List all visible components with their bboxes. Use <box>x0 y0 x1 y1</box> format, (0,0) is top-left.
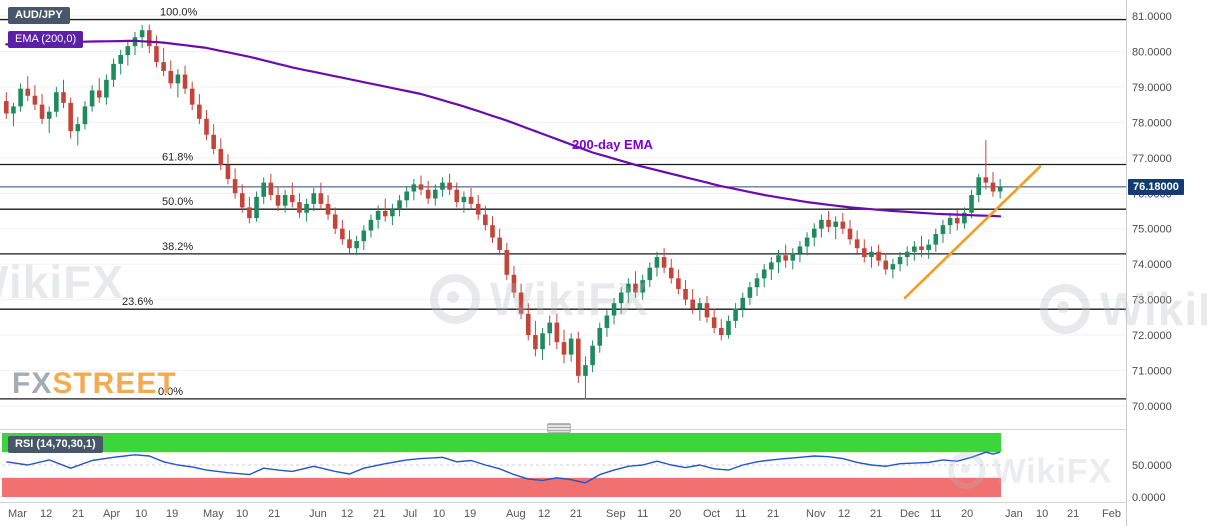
svg-text:77.0000: 77.0000 <box>1132 153 1172 165</box>
svg-text:Oct: Oct <box>703 508 720 520</box>
svg-text:21: 21 <box>870 508 882 520</box>
svg-text:71.0000: 71.0000 <box>1132 366 1172 378</box>
svg-text:Jun: Jun <box>309 508 327 520</box>
rsi-panel <box>2 433 1001 497</box>
candles-layer <box>4 24 1003 400</box>
svg-text:23.6%: 23.6% <box>122 296 153 308</box>
svg-text:Apr: Apr <box>103 508 120 520</box>
time-axis-labels: Mar 12 21 Apr 10 19 May 10 21 Jun 12 21 Jul 10 19 Aug 12… <box>8 508 1121 520</box>
svg-text:Mar: Mar <box>8 508 27 520</box>
svg-text:20: 20 <box>961 508 973 520</box>
svg-text:Nov: Nov <box>806 508 826 520</box>
ema-line <box>5 39 1002 218</box>
svg-text:78.0000: 78.0000 <box>1132 117 1172 129</box>
svg-text:May: May <box>203 508 224 520</box>
svg-text:10: 10 <box>236 508 248 520</box>
svg-text:79.0000: 79.0000 <box>1132 82 1172 94</box>
rsi-indicator-badge[interactable]: RSI (14,70,30,1) <box>8 436 103 453</box>
svg-text:21: 21 <box>72 508 84 520</box>
svg-text:73.0000: 73.0000 <box>1132 295 1172 307</box>
svg-text:0.0000: 0.0000 <box>1132 492 1166 504</box>
fxstreet-logo: FXSTREET <box>12 367 177 401</box>
svg-text:11: 11 <box>637 508 648 520</box>
price-gridlines <box>0 15 1126 407</box>
price-axis-labels: 81.000080.000079.000078.000077.000076.00… <box>1132 11 1172 413</box>
panel-splitter-handle[interactable] <box>547 423 571 433</box>
svg-text:21: 21 <box>570 508 582 520</box>
svg-text:38.2%: 38.2% <box>162 241 193 253</box>
svg-text:100.0%: 100.0% <box>160 7 198 19</box>
svg-text:Feb: Feb <box>1102 508 1121 520</box>
svg-text:11: 11 <box>735 508 746 520</box>
rsi-axis-labels: 50.0000 0.0000 <box>1132 460 1172 504</box>
svg-text:61.8%: 61.8% <box>162 152 193 164</box>
svg-text:12: 12 <box>341 508 353 520</box>
svg-text:21: 21 <box>268 508 280 520</box>
svg-text:Jul: Jul <box>403 508 417 520</box>
ema-annotation-label: 200-day EMA <box>572 137 653 152</box>
ema-indicator-badge[interactable]: EMA (200,0) <box>8 31 84 48</box>
svg-text:50.0000: 50.0000 <box>1132 460 1172 472</box>
fxstreet-logo-street: STREET <box>52 367 177 400</box>
current-price-badge: 76.18000 <box>1128 179 1184 195</box>
svg-text:72.0000: 72.0000 <box>1132 330 1172 342</box>
svg-text:10: 10 <box>433 508 445 520</box>
svg-text:74.0000: 74.0000 <box>1132 259 1172 271</box>
svg-text:75.0000: 75.0000 <box>1132 224 1172 236</box>
svg-text:10: 10 <box>1036 508 1048 520</box>
svg-text:0.0%: 0.0% <box>158 386 183 398</box>
fxstreet-logo-fx: FX <box>12 367 53 400</box>
svg-text:70.0000: 70.0000 <box>1132 401 1172 413</box>
svg-text:81.0000: 81.0000 <box>1132 11 1172 23</box>
svg-text:Sep: Sep <box>606 508 626 520</box>
svg-text:19: 19 <box>166 508 178 520</box>
fibonacci-levels: 100.0% 61.8% 50.0% 38.2% 23.6% 0.0% <box>0 7 1126 400</box>
svg-text:21: 21 <box>373 508 385 520</box>
svg-text:12: 12 <box>538 508 550 520</box>
svg-text:11: 11 <box>930 508 941 520</box>
svg-text:19: 19 <box>464 508 476 520</box>
svg-text:80.0000: 80.0000 <box>1132 46 1172 58</box>
svg-text:10: 10 <box>135 508 147 520</box>
svg-text:20: 20 <box>669 508 681 520</box>
trendline <box>903 165 1042 300</box>
svg-text:21: 21 <box>767 508 779 520</box>
svg-text:50.0%: 50.0% <box>162 196 193 208</box>
svg-text:12: 12 <box>40 508 52 520</box>
symbol-badge[interactable]: AUD/JPY <box>8 7 70 24</box>
svg-text:12: 12 <box>838 508 850 520</box>
svg-text:Aug: Aug <box>506 508 526 520</box>
svg-text:21: 21 <box>1067 508 1079 520</box>
svg-text:Dec: Dec <box>900 508 920 520</box>
svg-text:Jan: Jan <box>1005 508 1023 520</box>
